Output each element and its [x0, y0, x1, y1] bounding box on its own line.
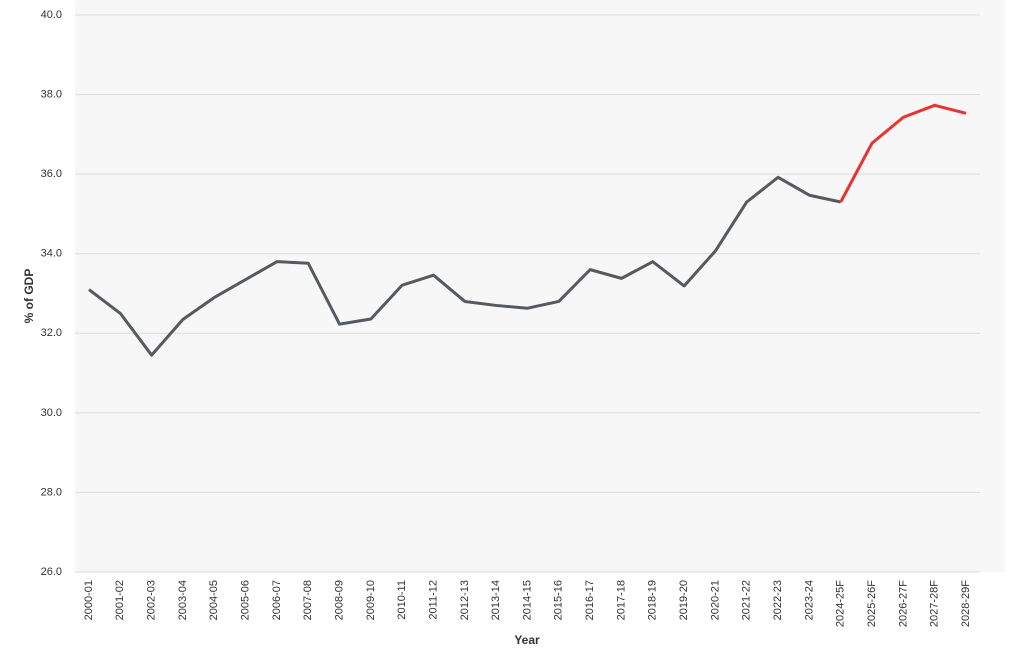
x-tick-label: 2011-12	[427, 580, 439, 620]
x-tick-label: 2010-11	[396, 580, 408, 620]
x-tick-label: 2000-01	[83, 580, 95, 620]
x-tick-label: 2025-26F	[866, 580, 878, 627]
y-tick-label: 38.0	[41, 88, 62, 100]
x-tick-label: 2012-13	[459, 580, 471, 620]
x-tick-label: 2024-25F	[835, 580, 847, 627]
x-tick-label: 2021-22	[741, 580, 753, 620]
x-tick-label: 2008-09	[333, 580, 345, 620]
x-tick-label: 2004-05	[208, 580, 220, 620]
x-tick-label: 2020-21	[709, 580, 721, 620]
x-tick-label: 2009-10	[365, 580, 377, 620]
x-tick-label: 2003-04	[177, 580, 189, 620]
plot-background	[75, 0, 1005, 572]
y-tick-label: 32.0	[41, 327, 62, 339]
x-tick-label: 2023-24	[803, 580, 815, 620]
line-series	[839, 103, 967, 203]
x-tick-label: 2005-06	[240, 580, 252, 620]
y-tick-label: 28.0	[41, 486, 62, 498]
x-tick-label: 2014-15	[521, 580, 533, 620]
x-tick-label: 2006-07	[271, 580, 283, 620]
y-tick-label: 40.0	[41, 9, 62, 21]
x-tick-label: 2015-16	[553, 580, 565, 620]
x-tick-label: 2017-18	[615, 580, 627, 620]
y-axis-title: % of GDP	[22, 269, 36, 324]
x-tick-label: 2002-03	[146, 580, 158, 620]
y-tick-label: 30.0	[41, 407, 62, 419]
x-tick-label: 2001-02	[114, 580, 126, 620]
x-tick-label: 2013-14	[490, 580, 502, 620]
x-tick-label: 2019-20	[678, 580, 690, 620]
x-tick-label: 2016-17	[584, 580, 596, 620]
x-axis-title: Year	[514, 633, 540, 647]
x-tick-label: 2028-29F	[960, 580, 972, 627]
x-tick-label: 2022-23	[772, 580, 784, 620]
x-tick-label: 2026-27F	[897, 580, 909, 627]
y-tick-label: 34.0	[41, 248, 62, 260]
x-tick-label: 2027-28F	[929, 580, 941, 627]
x-tick-label: 2018-19	[647, 580, 659, 620]
y-tick-label: 36.0	[41, 168, 62, 180]
x-tick-label: 2007-08	[302, 580, 314, 620]
y-tick-label: 26.0	[41, 566, 62, 578]
line-series	[88, 175, 842, 357]
